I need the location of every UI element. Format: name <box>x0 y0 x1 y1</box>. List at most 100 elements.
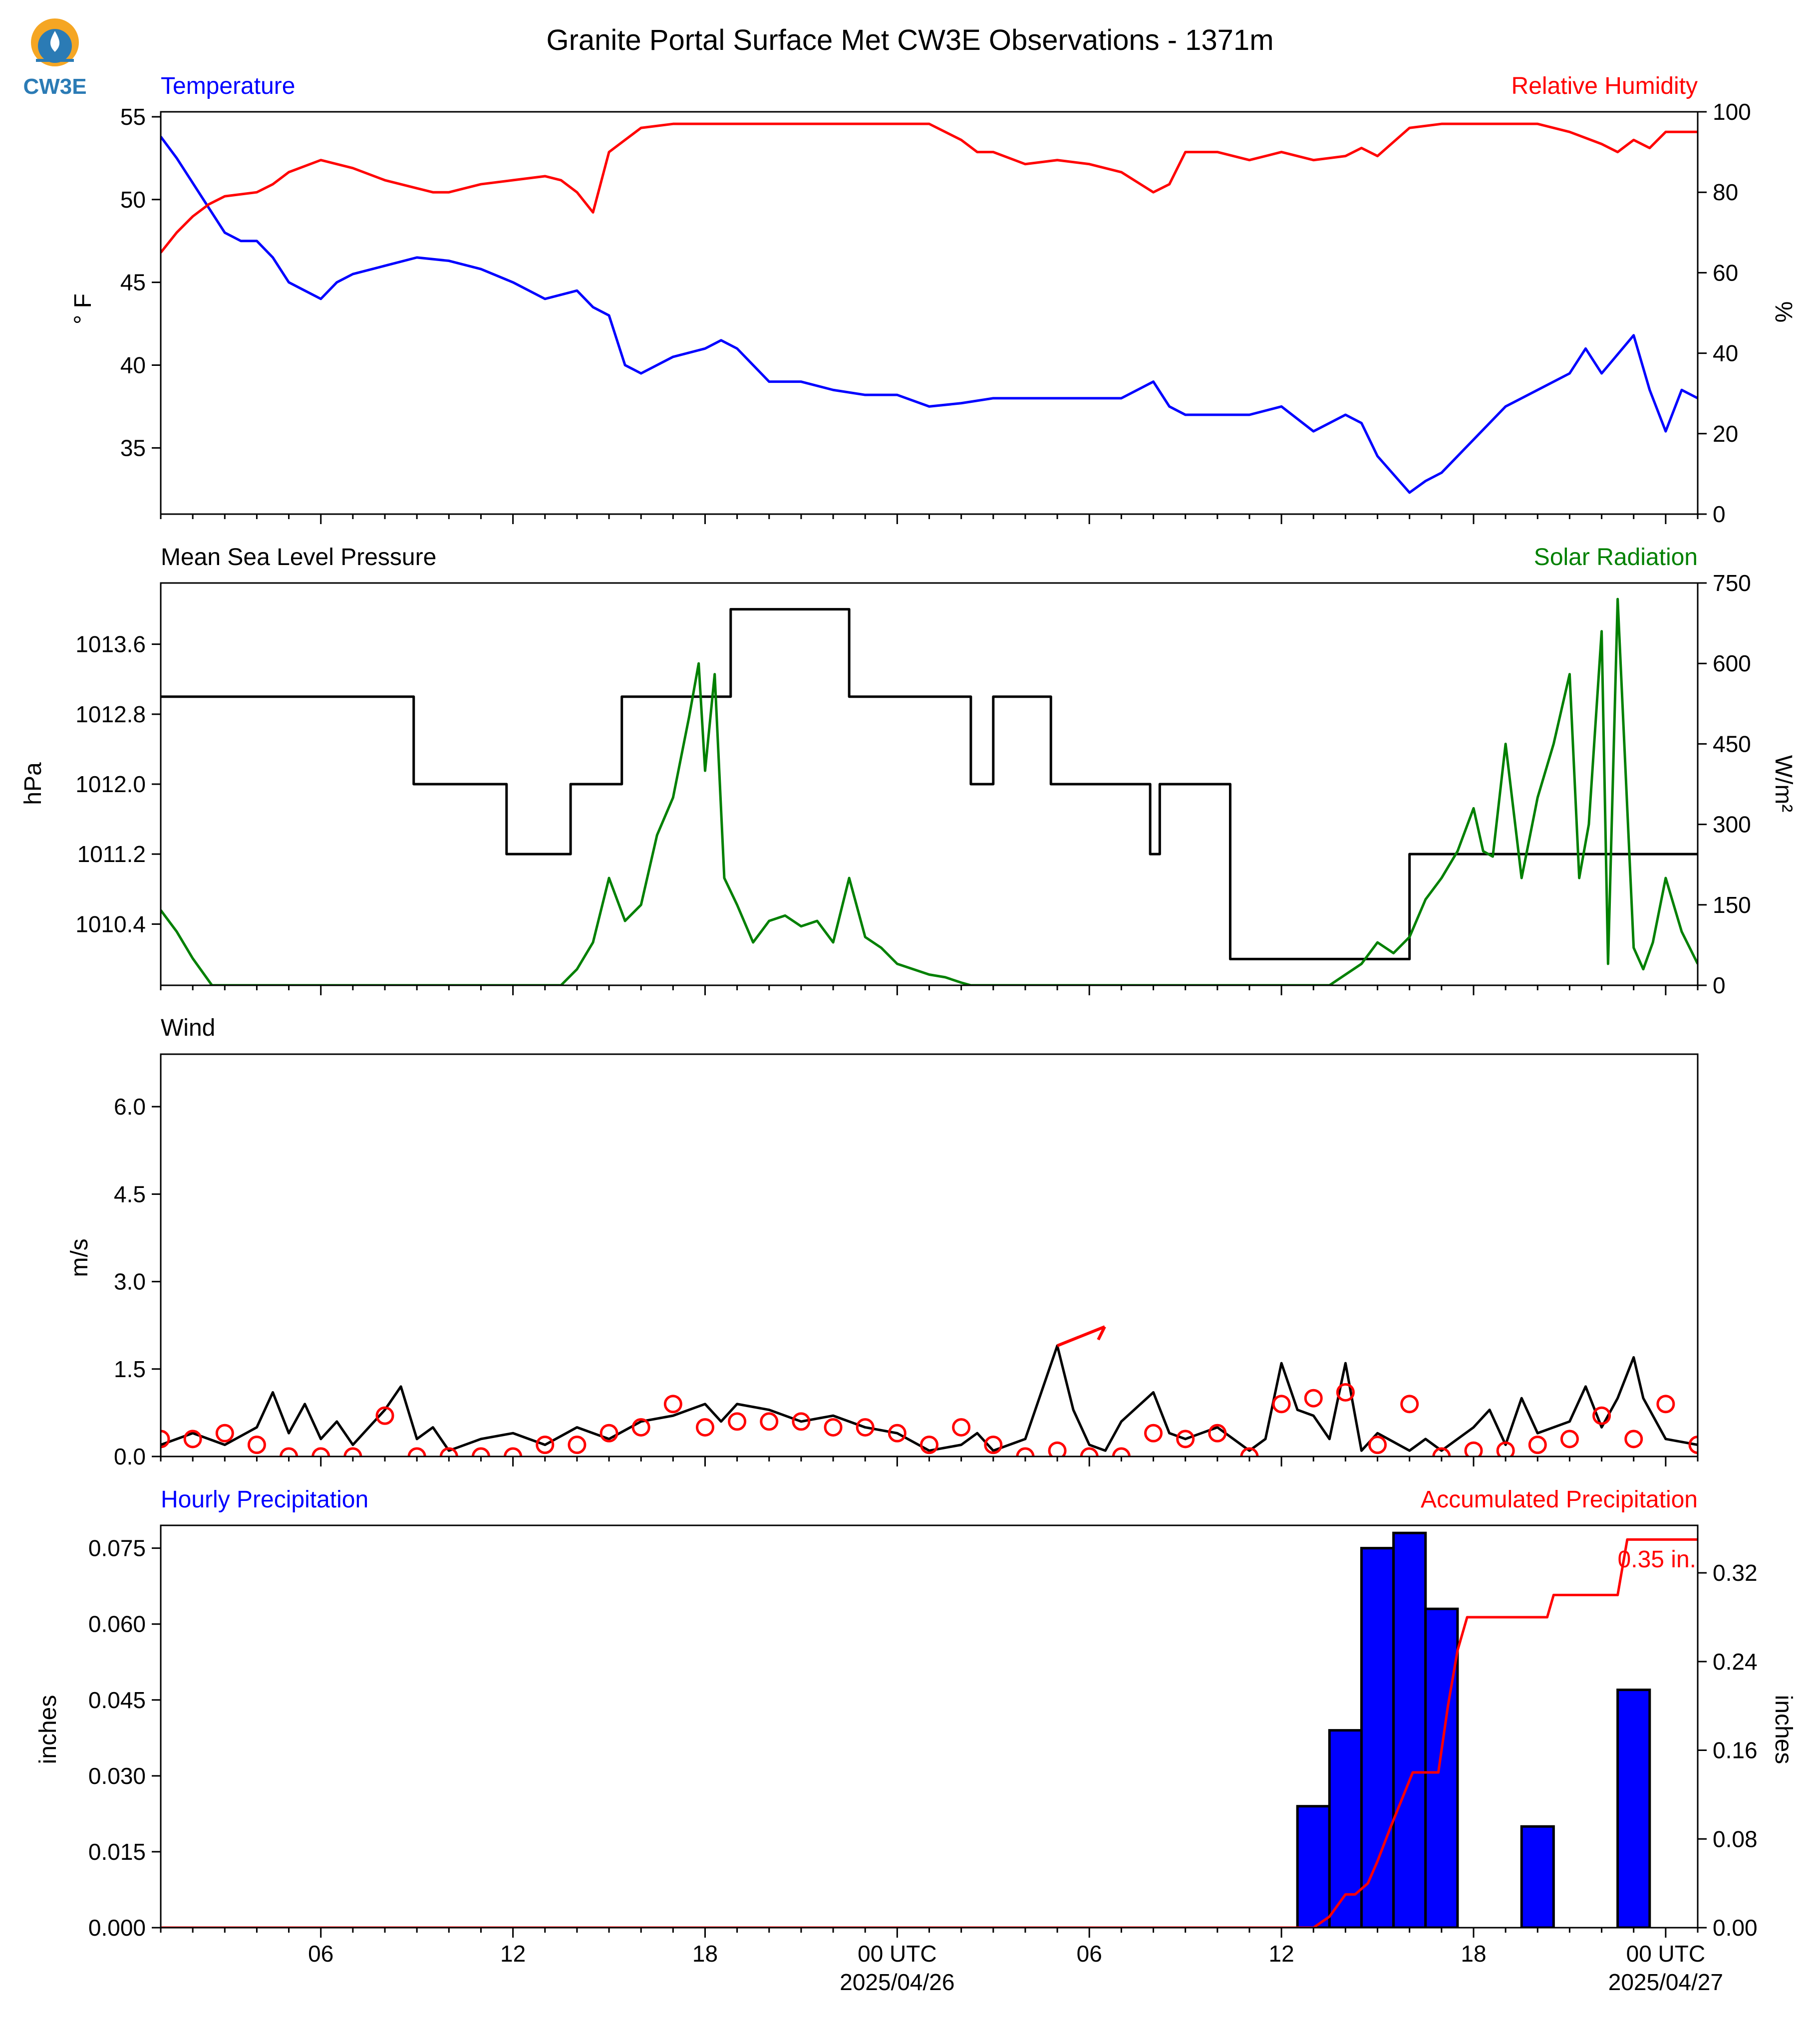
x-tick-label: 18 <box>692 1941 718 1967</box>
panel-humidity-title: Relative Humidity <box>1512 73 1698 99</box>
accumulated-precipitation-line <box>161 1538 1698 1928</box>
precip-total-label: 0.35 in. <box>1618 1546 1696 1573</box>
figure-title: Granite Portal Surface Met CW3E Observat… <box>546 24 1273 56</box>
gust-marker <box>1496 1441 1515 1456</box>
precip-bar <box>1328 1729 1363 1928</box>
gust-marker <box>1400 1395 1419 1414</box>
y-tick-label: 50 <box>120 187 146 213</box>
y2-tick-label: 20 <box>1713 421 1738 447</box>
x-tick-label: 00 UTC <box>1626 1941 1705 1967</box>
panel-hourly-precip-title: Hourly Precipitation <box>161 1486 368 1513</box>
panel-wind-title: Wind <box>161 1015 215 1041</box>
gust-marker <box>1432 1447 1451 1456</box>
gust-marker <box>280 1447 299 1456</box>
gust-marker <box>984 1436 1003 1454</box>
logo-text: CW3E <box>23 74 86 99</box>
gust-marker <box>1112 1447 1131 1456</box>
y-tick-label: 1012.8 <box>75 701 146 727</box>
y-tick-label: 0.015 <box>88 1839 146 1865</box>
solar-radiation-line <box>161 597 1698 985</box>
x-tick-label: 18 <box>1461 1941 1486 1967</box>
x-tick-label: 12 <box>1269 1941 1294 1967</box>
pressure-axis-label: hPa <box>20 762 46 805</box>
gust-marker <box>920 1436 938 1454</box>
gust-marker <box>1560 1430 1579 1449</box>
panel-frame <box>160 111 1699 515</box>
date-label: 2025/04/27 <box>1608 1969 1723 1995</box>
y-tick-label: 3.0 <box>114 1269 146 1295</box>
gust-marker <box>824 1418 843 1437</box>
precip-bar <box>1392 1531 1427 1928</box>
gust-marker <box>663 1395 682 1414</box>
gust-marker <box>856 1418 875 1437</box>
gust-marker <box>439 1447 458 1456</box>
y-tick-label: 45 <box>120 270 146 295</box>
y-tick-label: 0.045 <box>88 1687 146 1713</box>
x-tick-label: 06 <box>1077 1941 1102 1967</box>
gust-marker <box>536 1436 555 1454</box>
gust-marker <box>888 1424 907 1443</box>
temperature-axis-label: ° F <box>70 293 96 324</box>
gust-marker <box>471 1447 490 1456</box>
gust-marker <box>247 1436 266 1454</box>
solar-axis-label: W/m² <box>1770 755 1797 813</box>
panel-precipitation: Hourly Precipitation Accumulated Precipi… <box>35 1486 1797 1941</box>
y2-tick-label: 0 <box>1713 501 1726 527</box>
gust-marker <box>1464 1441 1483 1456</box>
gust-marker <box>728 1412 747 1431</box>
gust-marker <box>600 1424 618 1443</box>
y2-tick-label: 60 <box>1713 260 1738 286</box>
gust-marker <box>631 1418 650 1437</box>
y-tick-label: 35 <box>120 435 146 461</box>
y2-tick-label: 0.08 <box>1713 1826 1758 1852</box>
gust-marker <box>311 1447 330 1456</box>
precip-axis-label: inches <box>35 1695 61 1764</box>
y2-tick-label: 40 <box>1713 340 1738 366</box>
gust-marker <box>1240 1447 1259 1456</box>
gust-marker <box>760 1412 779 1431</box>
wind-axis-label: m/s <box>66 1238 93 1277</box>
gust-marker <box>161 1430 170 1449</box>
y-tick-label: 1012.0 <box>75 771 146 797</box>
precip-bar <box>1360 1547 1395 1928</box>
y2-tick-label: 0 <box>1713 972 1726 998</box>
x-tick-label: 00 UTC <box>858 1941 936 1967</box>
y-tick-label: 0.000 <box>88 1915 146 1941</box>
y-tick-label: 1011.2 <box>77 841 146 867</box>
gust-marker <box>792 1412 811 1431</box>
gust-marker <box>568 1436 587 1454</box>
date-label: 2025/04/26 <box>840 1969 954 1995</box>
y-tick-label: 40 <box>120 352 146 378</box>
gust-marker <box>1688 1436 1698 1454</box>
panel-accum-precip-title: Accumulated Precipitation <box>1421 1486 1698 1513</box>
temperature-line <box>161 136 1698 494</box>
y2-tick-label: 80 <box>1713 179 1738 205</box>
y2-tick-label: 450 <box>1713 731 1751 757</box>
gust-marker <box>952 1418 971 1437</box>
cw3e-logo: CW3E <box>23 18 87 99</box>
panel-temperature-title: Temperature <box>161 73 295 99</box>
humidity-axis-label: % <box>1770 301 1797 323</box>
gust-marker <box>1336 1383 1355 1402</box>
gust-marker <box>183 1430 202 1449</box>
gust-marker <box>1048 1441 1067 1456</box>
gust-marker <box>1624 1430 1643 1449</box>
y2-tick-label: 0.32 <box>1713 1560 1758 1586</box>
panel-solar-title: Solar Radiation <box>1534 544 1698 571</box>
precip-bar <box>1520 1825 1555 1928</box>
panel-pressure-solar: Mean Sea Level Pressure Solar Radiation … <box>20 544 1797 998</box>
y2-tick-label: 600 <box>1713 650 1751 676</box>
y-tick-label: 55 <box>120 104 146 130</box>
gust-marker <box>1016 1447 1035 1456</box>
precip-bar <box>1424 1607 1459 1928</box>
y-tick-label: 1.5 <box>114 1356 146 1382</box>
y2-tick-label: 100 <box>1713 99 1751 125</box>
gust-marker <box>375 1406 394 1425</box>
panel-frame <box>160 1524 1699 1929</box>
y-tick-label: 1013.6 <box>75 631 146 657</box>
relative-humidity-line <box>161 122 1698 254</box>
gust-marker <box>1592 1406 1611 1425</box>
y-tick-label: 0.0 <box>114 1444 146 1469</box>
gust-marker <box>1208 1424 1227 1443</box>
